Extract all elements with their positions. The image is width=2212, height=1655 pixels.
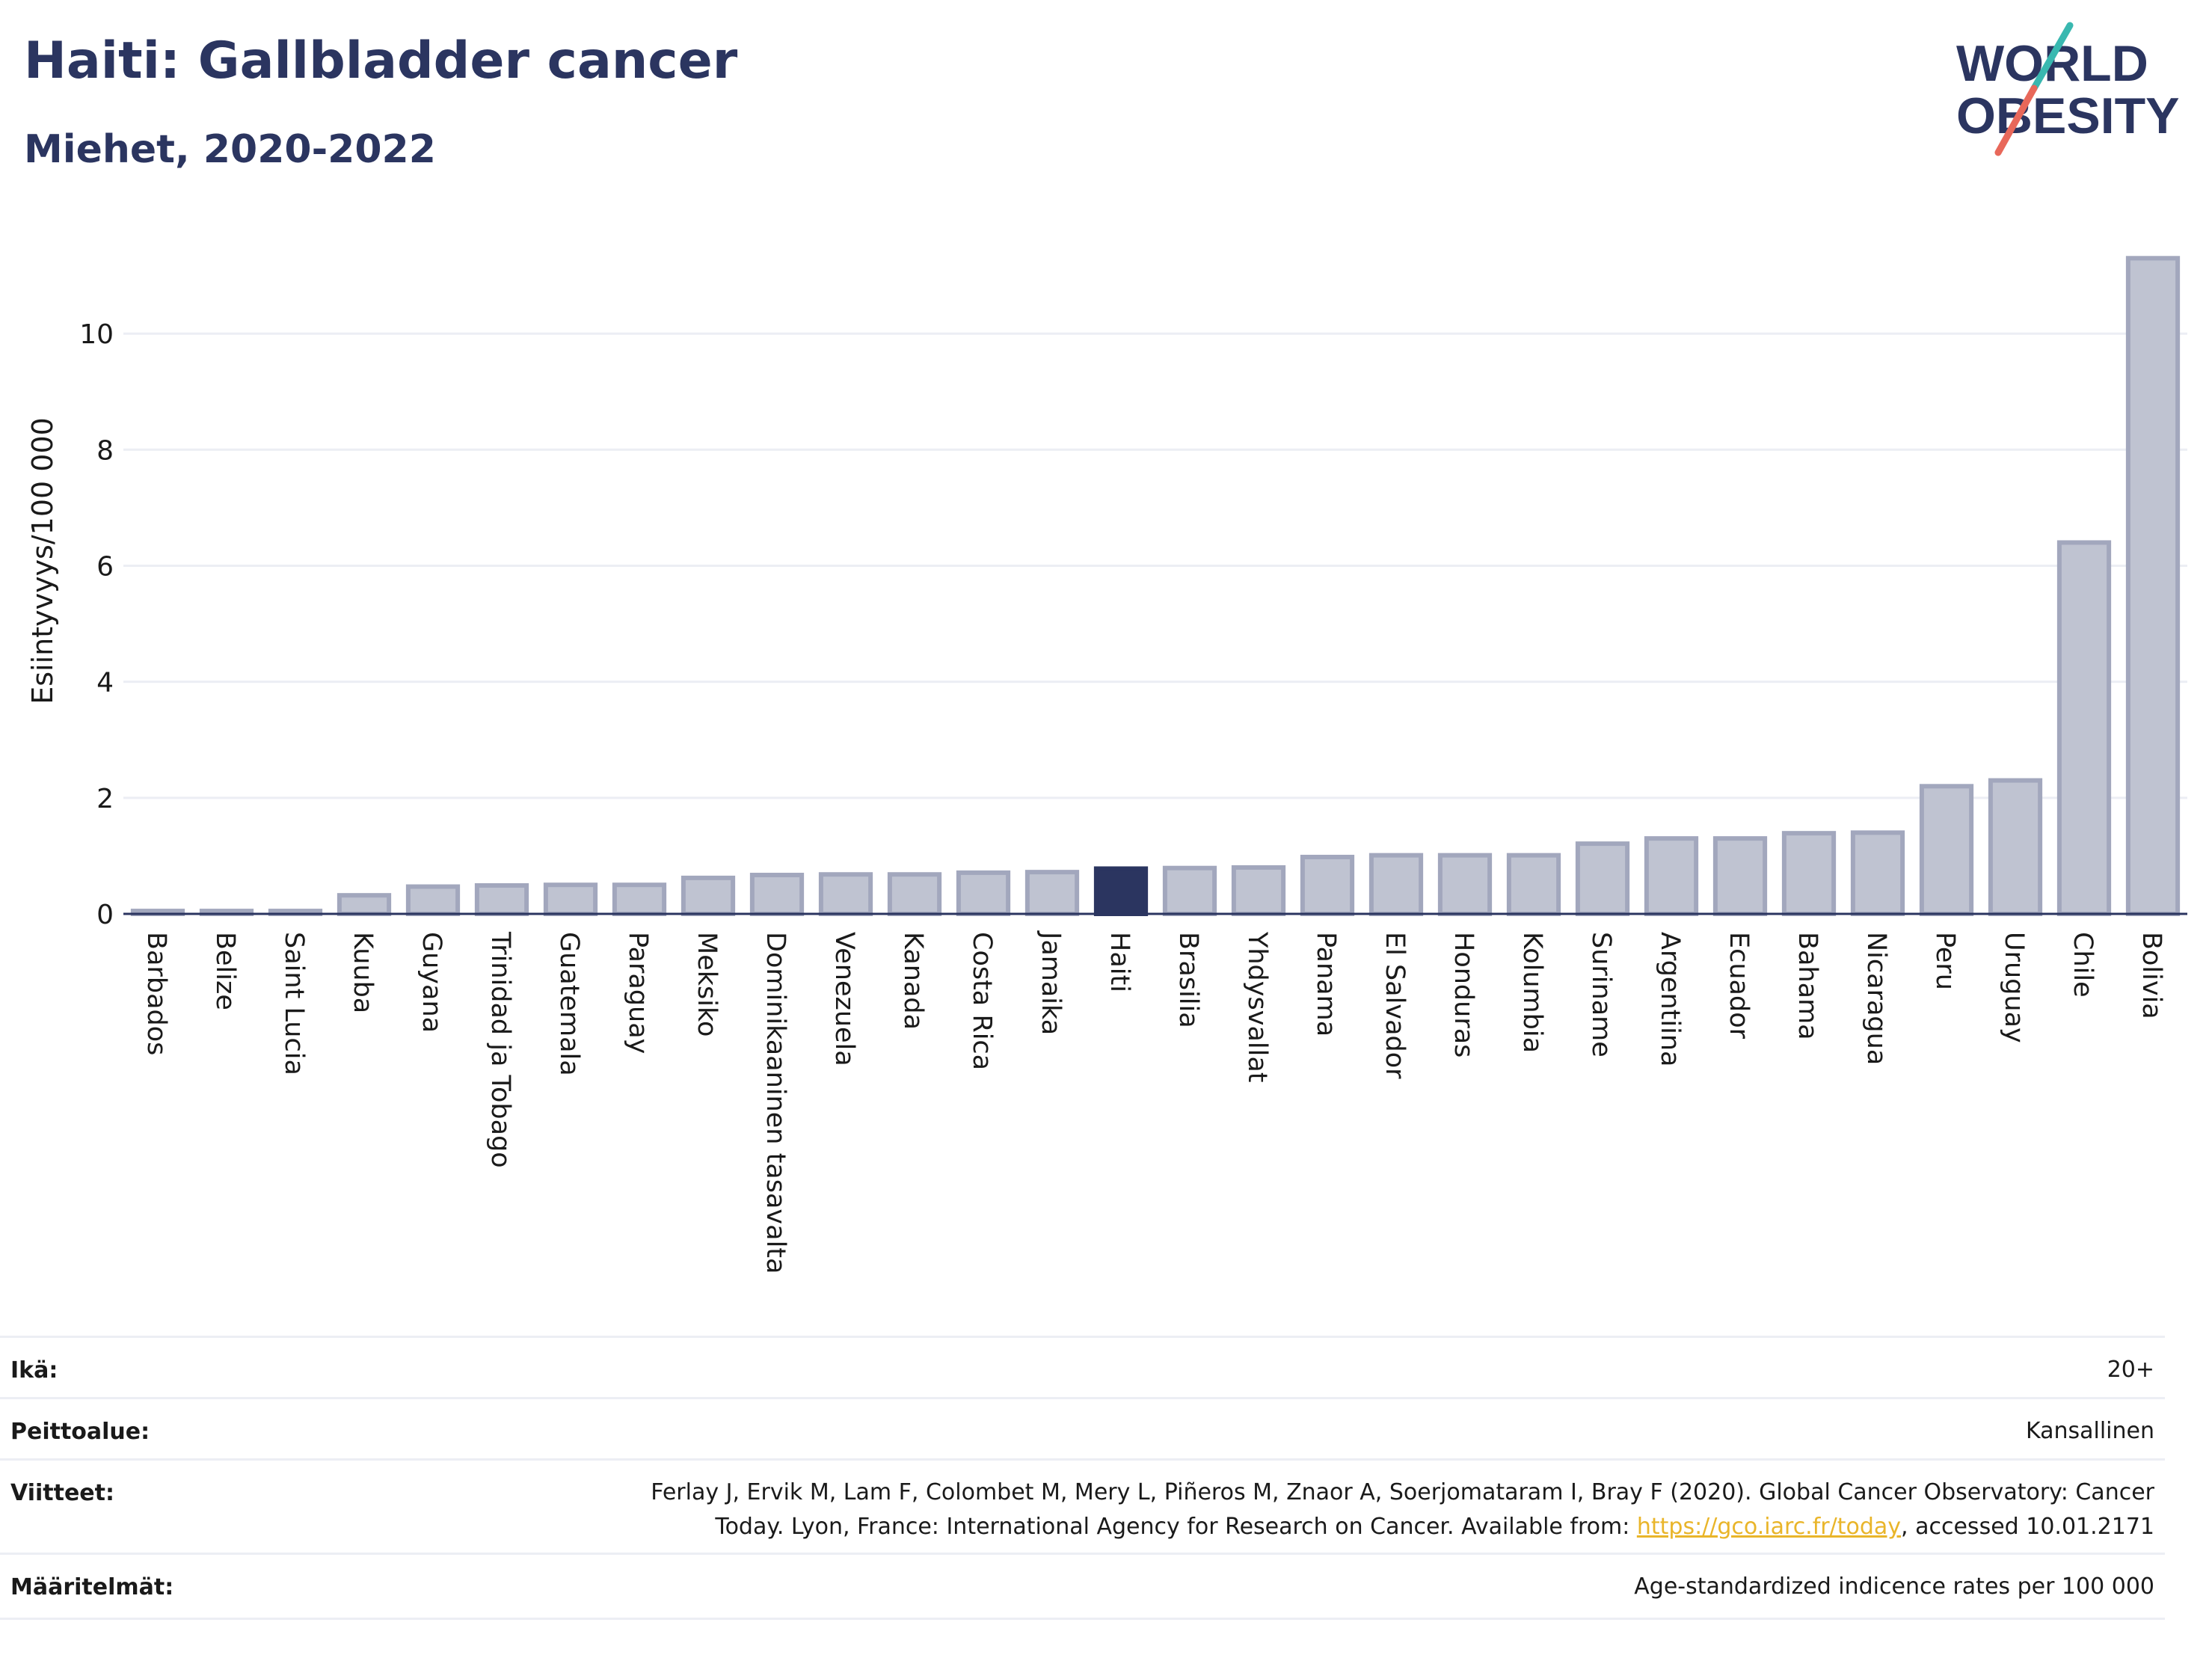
meta-value-definitions: Age-standardized indicence rates per 100… xyxy=(1634,1573,2154,1600)
x-tick-label: Barbados xyxy=(141,932,171,1055)
logo-text-world: WORLD xyxy=(1956,35,2148,92)
x-tick-label: Yhdysvallat xyxy=(1242,931,1272,1083)
meta-row-definitions: Määritelmät: Age-standardized indicence … xyxy=(0,1553,2165,1620)
x-tick-label: Costa Rica xyxy=(967,932,997,1070)
x-tick-label: Kanada xyxy=(898,932,928,1030)
y-tick-label: 2 xyxy=(96,784,114,814)
meta-row-references: Viitteet: Ferlay J, Ervik M, Lam F, Colo… xyxy=(0,1458,2165,1553)
x-tick-label: Guatemala xyxy=(554,932,584,1076)
x-tick-label: Uruguay xyxy=(1999,932,2029,1043)
bar-paraguay xyxy=(612,882,667,917)
chart-title: Haiti: Gallbladder cancer xyxy=(24,31,738,90)
bar-suriname xyxy=(1575,841,1630,917)
x-tick-label: Honduras xyxy=(1448,932,1478,1057)
x-tick-label: Venezuela xyxy=(829,932,859,1066)
bar-panama xyxy=(1300,854,1355,917)
bar-brasilia xyxy=(1162,865,1217,917)
bar-ecuador xyxy=(1712,836,1768,917)
bar-kolumbia xyxy=(1506,853,1561,917)
x-tick-label: Bolivia xyxy=(2136,932,2166,1019)
x-tick-label: Ecuador xyxy=(1724,932,1754,1040)
x-tick-label: Argentiina xyxy=(1655,932,1685,1066)
bar-kuuba xyxy=(337,893,392,916)
meta-label-coverage: Peittoalue: xyxy=(10,1419,150,1445)
bar-haiti xyxy=(1093,866,1149,917)
x-tick-label: Chile xyxy=(2068,932,2098,998)
x-tick-label: Saint Lucia xyxy=(279,932,309,1075)
x-tick-label: Trinidad ja Tobago xyxy=(485,931,515,1168)
x-tick-label: Paraguay xyxy=(623,932,653,1054)
x-tick-label: El Salvador xyxy=(1380,932,1410,1079)
bar-chart: 0 2 4 6 8 10 Barbados Belize Saint Lucia Kuuba Guy… xyxy=(26,256,2187,1274)
x-tick-label: Dominikaaninen tasavalta xyxy=(761,932,790,1274)
x-tick-label: Panama xyxy=(1311,932,1341,1037)
bar-meksiko xyxy=(681,875,736,917)
bar-el-salvador xyxy=(1368,853,1424,917)
bar-guatemala xyxy=(543,882,598,917)
bar-trinidad-ja-tobago xyxy=(474,882,529,917)
reference-text-pre: Today. Lyon, France: International Agenc… xyxy=(715,1514,1637,1540)
y-tick-label: 0 xyxy=(96,900,114,930)
x-tick-label: Brasilia xyxy=(1173,932,1203,1028)
axis-layer: 0 2 4 6 8 10 Barbados Belize Saint Lucia Kuuba Guy… xyxy=(79,319,2187,1274)
x-tick-label: Jamaika xyxy=(1036,930,1066,1035)
y-axis-label: Esiintyvyys/100 000 xyxy=(26,417,59,704)
chart-subtitle: Miehet, 2020-2022 xyxy=(24,127,436,172)
x-tick-label: Peru xyxy=(1930,932,1960,990)
meta-label-references: Viitteet: xyxy=(10,1480,114,1506)
meta-value-coverage: Kansallinen xyxy=(2025,1418,2154,1444)
logo-slash-coral xyxy=(1994,85,2038,156)
y-tick-label: 4 xyxy=(96,668,114,698)
x-tick-label: Kolumbia xyxy=(1517,932,1547,1053)
reference-line-1: Ferlay J, Ervik M, Lam F, Colombet M, Me… xyxy=(651,1479,2154,1505)
meta-row-coverage: Peittoalue: Kansallinen xyxy=(0,1397,2165,1459)
grid-layer xyxy=(123,332,2187,799)
bar-venezuela xyxy=(818,872,873,916)
world-obesity-logo: WORLD OBESITY xyxy=(1956,22,2180,156)
logo-text-obesity: OBESITY xyxy=(1956,87,2180,144)
bar-bahama xyxy=(1781,831,1837,916)
x-tick-label: Bahama xyxy=(1792,932,1822,1040)
bar-peru xyxy=(1919,784,1974,916)
x-tick-label: Meksiko xyxy=(692,932,722,1037)
x-tick-label: Kuuba xyxy=(348,932,378,1013)
x-tick-label: Guyana xyxy=(417,932,446,1033)
x-tick-label: Belize xyxy=(210,932,240,1010)
logo-slash-teal xyxy=(2030,22,2074,92)
x-tick-label: Suriname xyxy=(1586,932,1616,1057)
bar-kanada xyxy=(887,872,942,916)
bar-nicaragua xyxy=(1850,830,1905,916)
reference-line-2: Today. Lyon, France: International Agenc… xyxy=(651,1510,2154,1544)
reference-text-post: , accessed 10.01.2171 xyxy=(1901,1514,2154,1540)
meta-value-references: Ferlay J, Ervik M, Lam F, Colombet M, Me… xyxy=(651,1476,2154,1544)
x-tick-label: Nicaragua xyxy=(1861,932,1891,1065)
bar-layer xyxy=(130,256,2181,917)
bar-bolivia xyxy=(2125,256,2181,916)
y-tick-label: 8 xyxy=(96,435,114,466)
bar-chile xyxy=(2056,540,2112,917)
x-tick-label: Haiti xyxy=(1105,932,1134,992)
bar-dominikaaninen-tasavalta xyxy=(749,873,805,916)
bar-argentiina xyxy=(1644,836,1699,917)
y-tick-label: 6 xyxy=(96,551,114,582)
bar-costa-rica xyxy=(956,870,1011,917)
reference-link[interactable]: https://gco.iarc.fr/today xyxy=(1636,1514,1902,1540)
bar-jamaika xyxy=(1024,870,1080,917)
bar-yhdysvallat xyxy=(1231,865,1286,916)
bar-uruguay xyxy=(1988,778,2043,917)
bar-honduras xyxy=(1437,853,1493,917)
meta-label-age: Ikä: xyxy=(10,1357,58,1384)
meta-row-age: Ikä: 20+ xyxy=(0,1336,2165,1398)
meta-value-age: 20+ xyxy=(2107,1357,2154,1383)
bar-guyana xyxy=(405,884,461,916)
meta-label-definitions: Määritelmät: xyxy=(10,1574,174,1600)
y-tick-label: 10 xyxy=(79,319,114,350)
